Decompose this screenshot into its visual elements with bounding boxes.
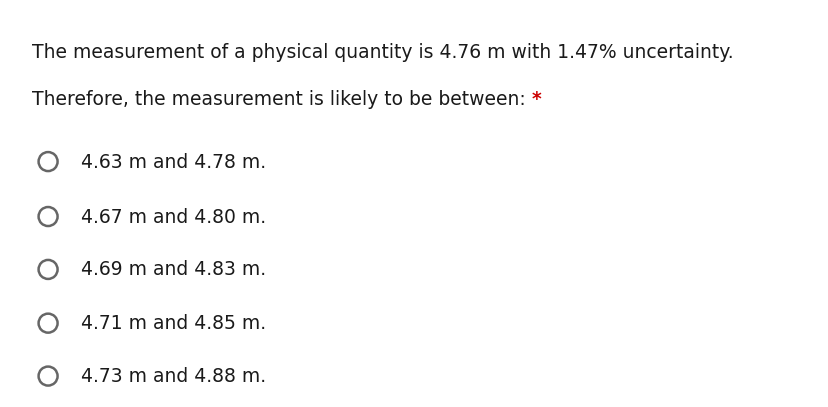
Text: *: * bbox=[531, 90, 541, 109]
Text: 4.67 m and 4.80 m.: 4.67 m and 4.80 m. bbox=[81, 208, 266, 227]
Text: 4.73 m and 4.88 m.: 4.73 m and 4.88 m. bbox=[81, 367, 266, 386]
Text: 4.71 m and 4.85 m.: 4.71 m and 4.85 m. bbox=[81, 314, 266, 333]
Text: 4.63 m and 4.78 m.: 4.63 m and 4.78 m. bbox=[81, 153, 266, 172]
Text: The measurement of a physical quantity is 4.76 m with 1.47% uncertainty.: The measurement of a physical quantity i… bbox=[31, 43, 732, 62]
Text: 4.69 m and 4.83 m.: 4.69 m and 4.83 m. bbox=[81, 260, 266, 280]
Text: Therefore, the measurement is likely to be between:: Therefore, the measurement is likely to … bbox=[31, 90, 531, 109]
